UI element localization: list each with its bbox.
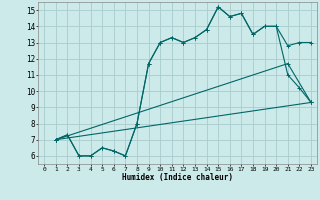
- X-axis label: Humidex (Indice chaleur): Humidex (Indice chaleur): [122, 173, 233, 182]
